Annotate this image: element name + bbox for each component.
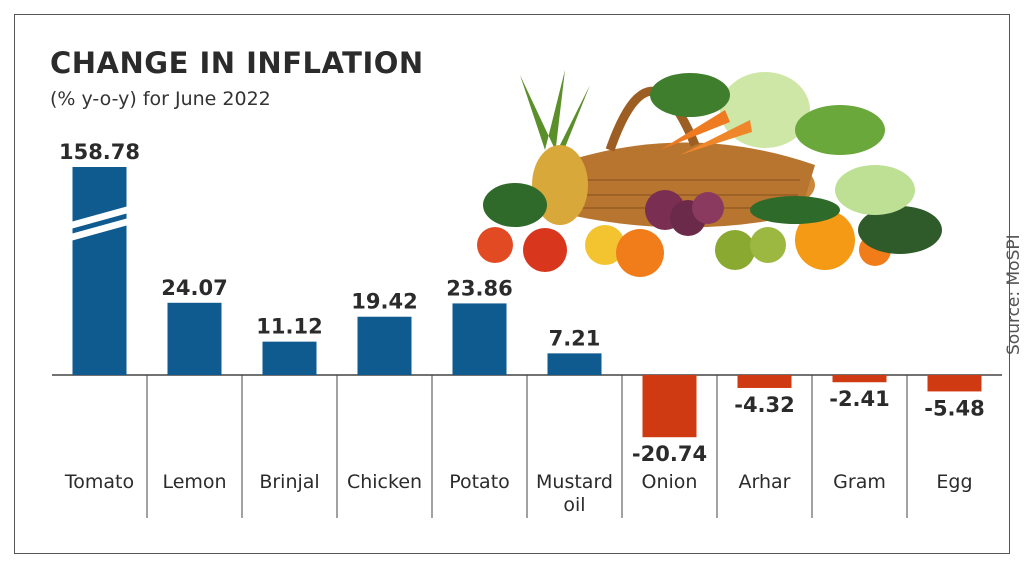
category-label: Arhar	[739, 471, 791, 493]
value-label: 19.42	[351, 290, 417, 314]
bar-arhar	[737, 375, 792, 388]
value-label: 23.86	[446, 276, 512, 300]
vegetable-basket-illustration	[477, 70, 942, 277]
value-label: -4.32	[734, 393, 795, 417]
category-label: Onion	[642, 471, 698, 493]
bar-tomato	[72, 167, 127, 375]
value-label: 11.12	[256, 315, 322, 339]
bar-gram	[832, 375, 887, 383]
value-label: 24.07	[161, 276, 227, 300]
chart-frame	[14, 14, 1010, 554]
category-label: Potato	[449, 471, 510, 493]
value-label: -2.41	[829, 387, 890, 411]
category-label: Gram	[833, 471, 886, 493]
bar-brinjal	[262, 341, 317, 375]
category-label: Chicken	[347, 471, 422, 493]
axis-break-mark	[70, 218, 129, 241]
bar-lemon	[167, 302, 222, 375]
category-label: oil	[563, 494, 585, 516]
category-label: Brinjal	[259, 471, 319, 493]
bar-egg	[927, 375, 982, 392]
bar-potato	[452, 303, 507, 375]
chart-title: CHANGE IN INFLATION	[50, 46, 424, 80]
value-label: -20.74	[632, 442, 707, 466]
value-label: 158.78	[59, 140, 140, 164]
category-label: Egg	[936, 471, 972, 493]
category-label: Tomato	[64, 471, 134, 493]
category-label: Lemon	[162, 471, 226, 493]
axis-break-mark	[70, 206, 129, 229]
category-label: Mustard	[536, 471, 613, 493]
bar-chicken	[357, 316, 412, 375]
bar-mustard-oil	[547, 353, 602, 375]
value-label: -5.48	[924, 396, 985, 420]
bar-onion	[642, 375, 697, 438]
chart-subtitle: (% y-o-y) for June 2022	[50, 88, 271, 110]
value-label: 7.21	[549, 326, 601, 350]
